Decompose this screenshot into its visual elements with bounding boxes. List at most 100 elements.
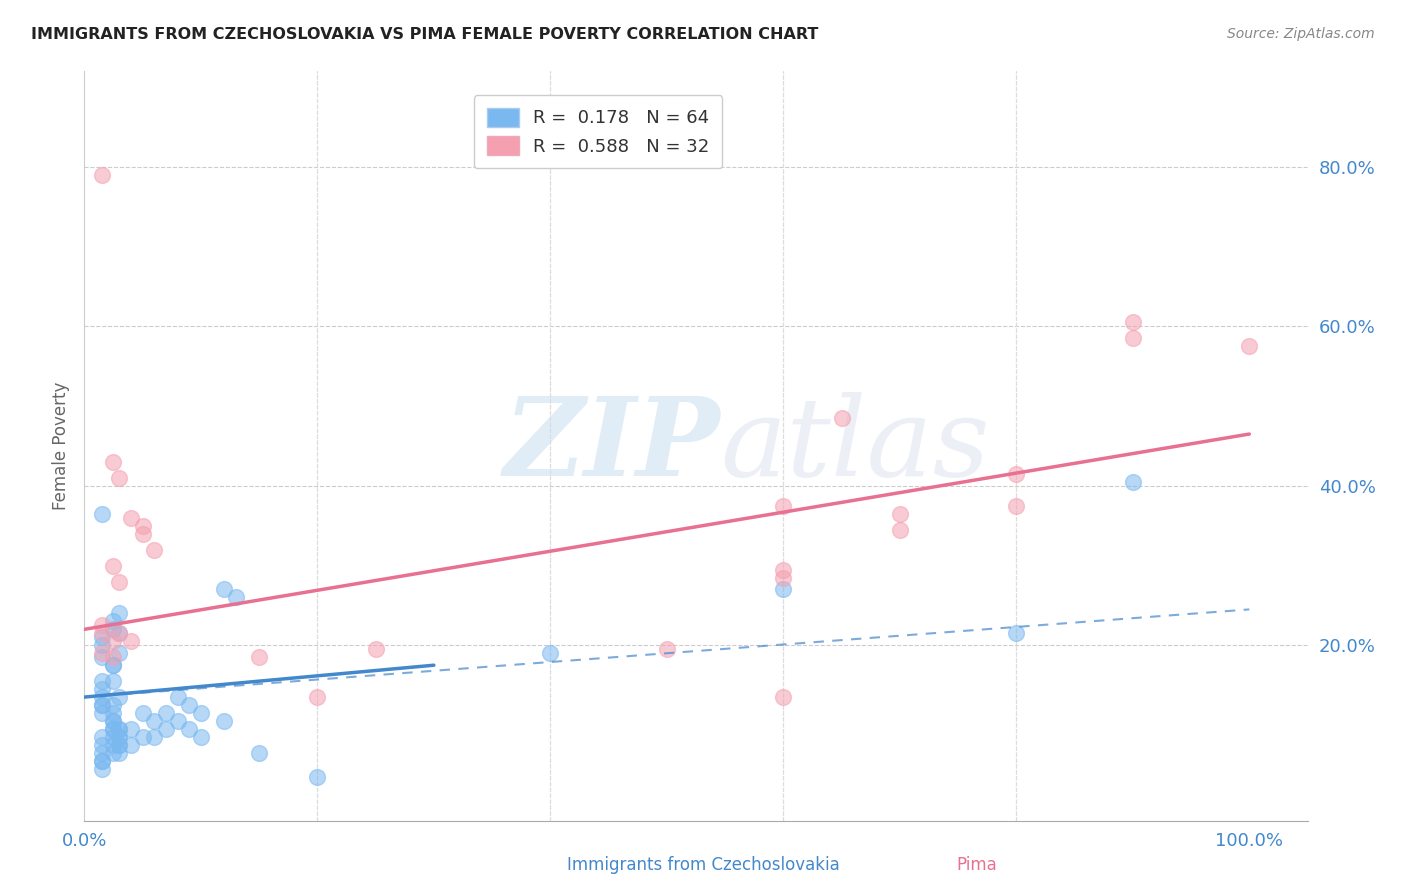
Point bbox=[103, 746, 125, 760]
Point bbox=[103, 658, 125, 673]
Point bbox=[90, 682, 112, 697]
Point bbox=[103, 455, 125, 469]
Point bbox=[103, 738, 125, 752]
Point bbox=[889, 523, 911, 537]
Point bbox=[108, 738, 131, 752]
Point bbox=[772, 570, 794, 584]
Point bbox=[90, 754, 112, 768]
Point bbox=[247, 650, 270, 665]
Point bbox=[831, 411, 853, 425]
Point bbox=[155, 706, 177, 720]
Point bbox=[120, 738, 142, 752]
Point bbox=[131, 730, 153, 744]
Point bbox=[108, 471, 131, 485]
Point bbox=[108, 738, 131, 752]
Point bbox=[103, 674, 125, 689]
Point bbox=[90, 650, 112, 665]
Point bbox=[190, 730, 212, 744]
Point bbox=[108, 646, 131, 660]
Point bbox=[131, 706, 153, 720]
Point bbox=[90, 638, 112, 652]
Text: Immigrants from Czechoslovakia: Immigrants from Czechoslovakia bbox=[567, 856, 839, 874]
Point bbox=[108, 690, 131, 704]
Point bbox=[120, 510, 142, 524]
Point bbox=[772, 499, 794, 513]
Point bbox=[90, 706, 112, 720]
Point bbox=[103, 722, 125, 736]
Legend: R =  0.178   N = 64, R =  0.588   N = 32: R = 0.178 N = 64, R = 0.588 N = 32 bbox=[474, 95, 723, 169]
Point bbox=[190, 706, 212, 720]
Point bbox=[108, 746, 131, 760]
Point bbox=[90, 630, 112, 644]
Point bbox=[108, 626, 131, 640]
Point bbox=[103, 722, 125, 736]
Point bbox=[103, 714, 125, 728]
Point bbox=[120, 722, 142, 736]
Point bbox=[90, 738, 112, 752]
Point bbox=[772, 582, 794, 597]
Text: IMMIGRANTS FROM CZECHOSLOVAKIA VS PIMA FEMALE POVERTY CORRELATION CHART: IMMIGRANTS FROM CZECHOSLOVAKIA VS PIMA F… bbox=[31, 27, 818, 42]
Point bbox=[143, 714, 166, 728]
Point bbox=[179, 722, 201, 736]
Point bbox=[103, 658, 125, 673]
Point bbox=[225, 591, 247, 605]
Point bbox=[103, 714, 125, 728]
Point bbox=[1005, 467, 1028, 481]
Point bbox=[1239, 339, 1261, 353]
Point bbox=[108, 626, 131, 640]
Point bbox=[90, 730, 112, 744]
Point bbox=[90, 762, 112, 776]
Point bbox=[103, 558, 125, 573]
Point bbox=[155, 722, 177, 736]
Point bbox=[166, 714, 188, 728]
Point bbox=[90, 698, 112, 712]
Point bbox=[108, 574, 131, 589]
Point bbox=[90, 698, 112, 712]
Point bbox=[90, 674, 112, 689]
Point bbox=[1005, 499, 1028, 513]
Point bbox=[131, 518, 153, 533]
Point bbox=[1122, 331, 1144, 345]
Point bbox=[247, 746, 270, 760]
Point bbox=[1122, 475, 1144, 489]
Point bbox=[212, 714, 235, 728]
Point bbox=[143, 730, 166, 744]
Point bbox=[364, 642, 387, 657]
Point bbox=[90, 626, 112, 640]
Point bbox=[103, 634, 125, 648]
Point bbox=[143, 542, 166, 557]
Point bbox=[108, 730, 131, 744]
Point bbox=[108, 730, 131, 744]
Point bbox=[103, 650, 125, 665]
Point bbox=[212, 582, 235, 597]
Point bbox=[90, 618, 112, 632]
Point bbox=[1005, 626, 1028, 640]
Point bbox=[90, 646, 112, 660]
Point bbox=[307, 690, 329, 704]
Y-axis label: Female Poverty: Female Poverty bbox=[52, 382, 70, 510]
Text: ZIP: ZIP bbox=[503, 392, 720, 500]
Point bbox=[772, 563, 794, 577]
Point bbox=[131, 526, 153, 541]
Point bbox=[108, 607, 131, 621]
Text: atlas: atlas bbox=[720, 392, 990, 500]
Point bbox=[772, 690, 794, 704]
Point bbox=[108, 722, 131, 736]
Point bbox=[90, 746, 112, 760]
Point bbox=[103, 698, 125, 712]
Point bbox=[1122, 315, 1144, 329]
Point bbox=[103, 615, 125, 629]
Point bbox=[889, 507, 911, 521]
Point bbox=[108, 722, 131, 736]
Point bbox=[90, 690, 112, 704]
Point bbox=[166, 690, 188, 704]
Point bbox=[538, 646, 561, 660]
Point bbox=[103, 730, 125, 744]
Point bbox=[120, 634, 142, 648]
Point bbox=[179, 698, 201, 712]
Point bbox=[90, 168, 112, 182]
Point bbox=[307, 770, 329, 784]
Text: Pima: Pima bbox=[957, 856, 997, 874]
Point bbox=[655, 642, 678, 657]
Point bbox=[90, 507, 112, 521]
